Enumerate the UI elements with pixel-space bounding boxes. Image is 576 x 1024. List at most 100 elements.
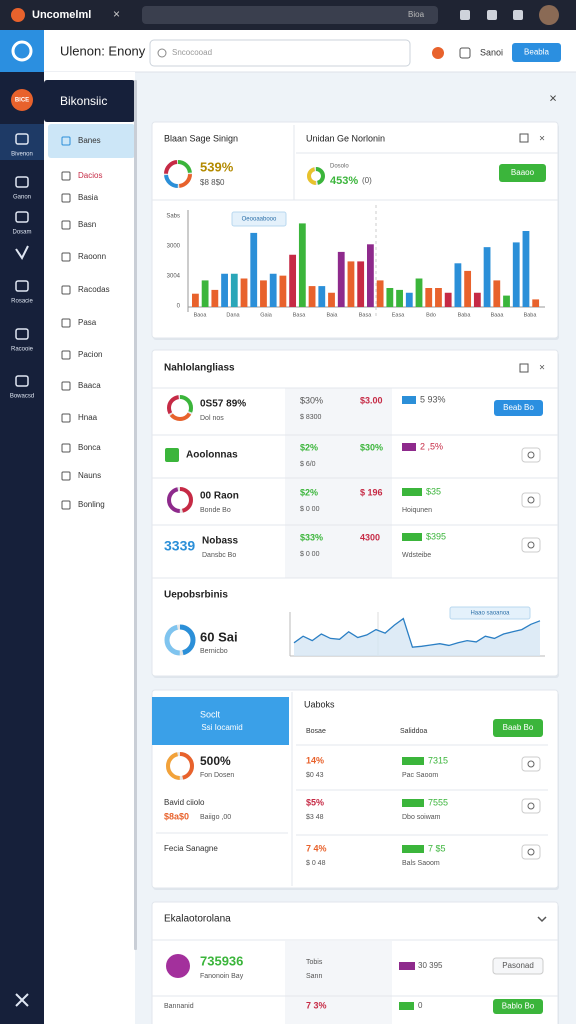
nav-icon bbox=[61, 413, 71, 423]
button[interactable] bbox=[493, 719, 543, 737]
row-note: Pac Saoom bbox=[402, 772, 438, 779]
row-sub: Dansbc Bo bbox=[202, 552, 236, 559]
nav-item[interactable]: Baaca bbox=[78, 381, 101, 390]
section-title: Uepobsrbinis bbox=[164, 590, 228, 601]
button-label[interactable]: Bablo Bo bbox=[502, 1002, 535, 1011]
row-value: $ 0 48 bbox=[306, 860, 326, 867]
bar bbox=[473, 292, 481, 307]
tooltip-text: Oeooaabooo bbox=[242, 217, 277, 223]
button-label[interactable]: Baab Bo bbox=[503, 723, 534, 732]
x-tick-label: Bdo bbox=[426, 312, 436, 318]
button[interactable] bbox=[499, 164, 546, 182]
row-sub: Dol nos bbox=[200, 415, 224, 422]
nav-icon bbox=[61, 381, 71, 391]
row-value: 7 3% bbox=[306, 1000, 327, 1010]
icon-button[interactable] bbox=[521, 798, 541, 814]
address-bar[interactable] bbox=[142, 6, 438, 24]
search-icon bbox=[157, 48, 167, 58]
icon-button[interactable] bbox=[521, 844, 541, 860]
rail-active bbox=[0, 124, 44, 160]
row-value: Tobis bbox=[306, 959, 323, 966]
row-value: $30% bbox=[300, 395, 323, 405]
nav-item[interactable]: Pasa bbox=[78, 318, 97, 327]
button[interactable] bbox=[494, 400, 543, 416]
row-icon bbox=[166, 954, 190, 978]
bar-label: $395 bbox=[426, 531, 446, 541]
mini-bar bbox=[402, 533, 422, 541]
browser-icon bbox=[460, 10, 470, 20]
button-label[interactable]: Beabla bbox=[524, 48, 549, 57]
nav-item[interactable]: Dacios bbox=[78, 171, 102, 180]
button[interactable] bbox=[492, 957, 544, 975]
scrollbar bbox=[134, 80, 137, 950]
row-value: $ 6/0 bbox=[300, 461, 316, 468]
button-label[interactable]: Pasonad bbox=[502, 961, 534, 970]
icon-button[interactable] bbox=[521, 492, 541, 508]
bar bbox=[192, 293, 199, 307]
bar bbox=[483, 247, 491, 307]
bar bbox=[454, 263, 462, 307]
search-box[interactable] bbox=[149, 39, 411, 67]
row-value: $ 0 00 bbox=[300, 506, 320, 513]
nav-item[interactable]: Bonling bbox=[78, 500, 105, 509]
close: × bbox=[539, 363, 545, 374]
button[interactable] bbox=[512, 43, 561, 62]
icon-button[interactable] bbox=[521, 447, 541, 463]
nav-item[interactable]: Nauns bbox=[78, 471, 101, 480]
row-name: 0S57 89% bbox=[200, 399, 246, 410]
tab-icon bbox=[11, 8, 25, 22]
bar bbox=[269, 273, 277, 307]
nav-icon bbox=[61, 350, 71, 360]
mini-bar bbox=[402, 488, 422, 496]
rail-icon bbox=[15, 993, 29, 1007]
button-label[interactable]: Beab Bo bbox=[503, 403, 534, 412]
bar-label: 7555 bbox=[428, 797, 448, 807]
tab-title: Uncomelml bbox=[32, 9, 91, 21]
ring-segment bbox=[167, 395, 193, 421]
row-value: $33% bbox=[300, 532, 323, 542]
ring-segment bbox=[167, 395, 193, 421]
nav-title: Bikonsiic bbox=[60, 94, 107, 108]
mini-bar bbox=[402, 757, 424, 765]
rail-icon bbox=[15, 375, 29, 387]
nav-item[interactable]: Hnaa bbox=[78, 413, 98, 422]
close: × bbox=[539, 134, 545, 145]
nav-item[interactable]: Banes bbox=[78, 136, 101, 145]
nav-icon bbox=[61, 171, 71, 181]
nav-item[interactable]: Raoonn bbox=[78, 252, 106, 261]
nav-item[interactable]: Bonca bbox=[78, 443, 101, 452]
panel-title: Blaan Sage Sinign bbox=[164, 133, 238, 143]
row-name: Nobass bbox=[202, 536, 239, 547]
bar bbox=[503, 295, 510, 307]
row-icon bbox=[165, 448, 179, 462]
kpi-value: 539% bbox=[200, 159, 234, 174]
bar-label: 0 bbox=[418, 1001, 423, 1010]
button-label[interactable]: Baaoo bbox=[511, 168, 535, 177]
row-note: Hoiqunen bbox=[402, 507, 432, 514]
icon-button[interactable] bbox=[521, 537, 541, 553]
ring-segment bbox=[167, 395, 193, 421]
button[interactable] bbox=[493, 999, 543, 1014]
settings-icon bbox=[459, 47, 471, 59]
nav-item[interactable]: Pacion bbox=[78, 350, 102, 359]
nav-item[interactable]: Basn bbox=[78, 220, 96, 229]
row-name: Aoolonnas bbox=[186, 450, 238, 461]
nav-icon bbox=[61, 471, 71, 481]
rail-icon bbox=[15, 176, 29, 188]
notification-dot bbox=[432, 47, 444, 59]
bar-label: 30 395 bbox=[418, 961, 443, 970]
bar bbox=[493, 280, 501, 307]
row-value: $3.00 bbox=[360, 395, 383, 405]
icon bbox=[527, 848, 535, 856]
nav-item[interactable]: Racodas bbox=[78, 285, 110, 294]
icon-button[interactable] bbox=[521, 756, 541, 772]
row-value: $30% bbox=[360, 442, 383, 452]
nav-item[interactable]: Basia bbox=[78, 193, 99, 202]
bar bbox=[532, 299, 540, 307]
bar bbox=[230, 273, 238, 307]
app-title: Ulenon: Enony bbox=[60, 43, 146, 58]
icon bbox=[527, 802, 535, 810]
bar bbox=[318, 286, 326, 307]
ring-segment bbox=[167, 487, 193, 513]
mini-bar bbox=[399, 962, 415, 970]
